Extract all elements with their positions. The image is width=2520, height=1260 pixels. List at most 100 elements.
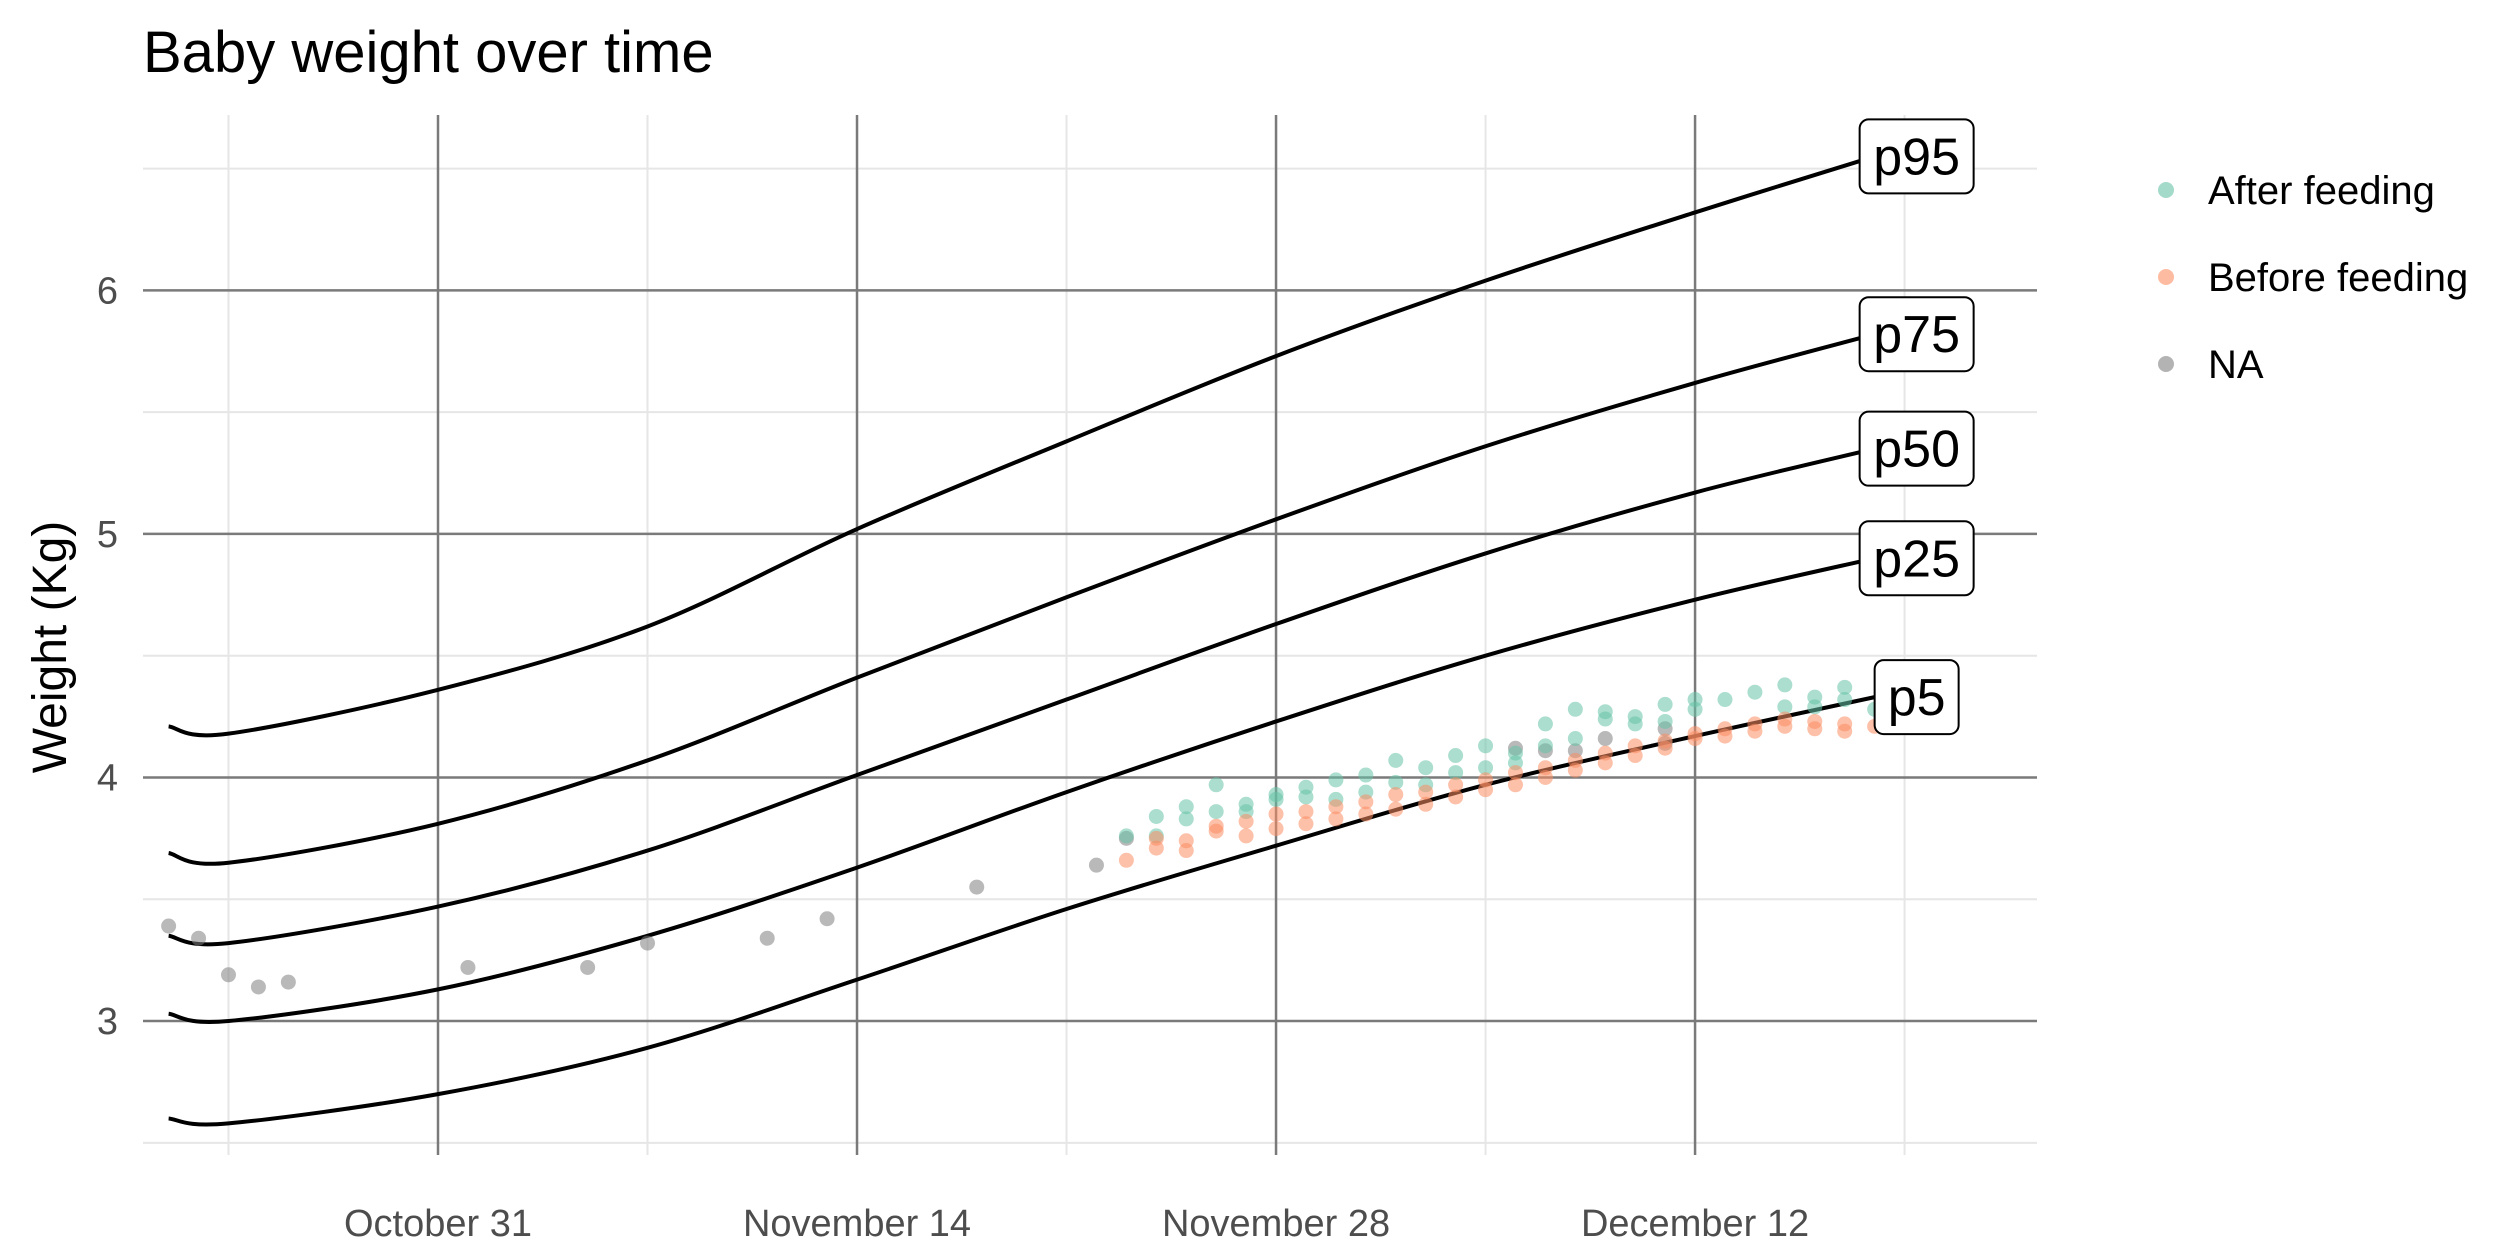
point-before-feeding: [1448, 789, 1464, 805]
point-after-feeding: [1328, 772, 1344, 788]
y-tick-label: 3: [97, 1001, 118, 1043]
point-before-feeding: [1567, 752, 1583, 768]
percentile-curve-p5: [168, 695, 1876, 1127]
legend-key: [2158, 356, 2174, 372]
point-before-feeding: [1448, 777, 1464, 793]
point-after-feeding: [1627, 716, 1643, 732]
point-after-feeding: [1777, 699, 1793, 715]
point-after-feeding: [1448, 765, 1464, 781]
percentile-curve-p25: [168, 556, 1876, 1024]
point-before-feeding: [1388, 787, 1404, 803]
data-points: [161, 677, 1883, 995]
percentile-label-p25: p25: [1873, 530, 1960, 588]
point-before-feeding: [1358, 794, 1374, 810]
point-after-feeding: [1567, 731, 1583, 747]
point-before-feeding: [1418, 796, 1434, 812]
point-after-feeding: [1837, 679, 1853, 695]
point-before-feeding: [1358, 806, 1374, 822]
percentile-curve-p75: [168, 332, 1876, 866]
point-after-feeding: [1478, 760, 1494, 776]
point-after-feeding: [1657, 713, 1673, 729]
legend: After feeding Before feeding NA: [2158, 169, 2468, 387]
point-before-feeding: [1537, 760, 1553, 776]
point-before-feeding: [1777, 711, 1793, 727]
point-after-feeding: [1837, 692, 1853, 708]
point-after-feeding: [1687, 692, 1703, 708]
point-after-feeding: [1208, 804, 1224, 820]
point-na: [969, 879, 985, 895]
point-after-feeding: [1777, 677, 1793, 693]
point-after-feeding: [1118, 828, 1134, 844]
x-tick-label: October 31: [344, 1203, 532, 1245]
y-tick-label: 5: [97, 514, 118, 556]
percentile-label-p5: p5: [1888, 669, 1946, 727]
point-before-feeding: [1238, 813, 1254, 829]
point-after-feeding: [1148, 808, 1164, 824]
point-after-feeding: [1178, 811, 1194, 827]
percentile-curves: [168, 154, 1876, 1127]
percentile-label-box: [1858, 118, 1975, 195]
point-before-feeding: [1507, 777, 1523, 793]
legend-key: [2158, 269, 2174, 285]
point-before-feeding: [1208, 818, 1224, 834]
x-tick-label: November 14: [743, 1203, 971, 1245]
point-after-feeding: [1298, 789, 1314, 805]
point-after-feeding: [1597, 704, 1613, 720]
axis-ticks: October 31 November 14 November 28 December…: [97, 270, 1809, 1245]
point-after-feeding: [1388, 774, 1404, 790]
point-after-feeding: [1388, 752, 1404, 768]
point-after-feeding: [1537, 738, 1553, 754]
percentile-curve-p95: [168, 154, 1876, 738]
point-after-feeding: [1238, 796, 1254, 812]
point-after-feeding: [1448, 748, 1464, 764]
point-na: [460, 959, 476, 975]
point-na: [819, 911, 835, 927]
point-after-feeding: [1478, 738, 1494, 754]
y-tick-label: 6: [97, 270, 118, 312]
chart-title: Baby weight over time: [143, 20, 714, 85]
y-axis-label: Weight (Kg): [24, 521, 77, 774]
point-after-feeding: [1807, 699, 1823, 715]
point-before-feeding: [1507, 765, 1523, 781]
point-before-feeding: [1597, 745, 1613, 761]
point-after-feeding: [1178, 799, 1194, 815]
point-before-feeding: [1148, 830, 1164, 846]
point-before-feeding: [1807, 713, 1823, 729]
point-na: [1088, 857, 1104, 873]
point-before-feeding: [1328, 811, 1344, 827]
point-after-feeding: [1358, 767, 1374, 783]
point-before-feeding: [1478, 772, 1494, 788]
percentile-label-box: [1858, 410, 1975, 487]
point-before-feeding: [1747, 716, 1763, 732]
point-after-feeding: [1657, 696, 1673, 712]
point-before-feeding: [1298, 816, 1314, 832]
point-na: [220, 967, 236, 983]
point-before-feeding: [1178, 843, 1194, 859]
percentile-label-box: [1858, 296, 1975, 373]
point-after-feeding: [1567, 701, 1583, 717]
legend-label: NA: [2208, 343, 2264, 387]
point-after-feeding: [1418, 760, 1434, 776]
x-tick-label: December 12: [1581, 1203, 1809, 1245]
point-after-feeding: [1537, 716, 1553, 732]
point-before-feeding: [1238, 828, 1254, 844]
point-na: [759, 930, 775, 946]
percentile-curve-p50: [168, 446, 1876, 947]
point-before-feeding: [1298, 804, 1314, 820]
y-tick-label: 4: [97, 757, 118, 799]
legend-label: Before feeding: [2208, 256, 2468, 300]
percentile-label-p95: p95: [1873, 128, 1960, 186]
x-tick-label: November 28: [1162, 1203, 1390, 1245]
point-before-feeding: [1717, 721, 1733, 737]
point-na: [580, 959, 596, 975]
percentile-label-box: [1858, 520, 1975, 597]
point-before-feeding: [1687, 726, 1703, 742]
point-na: [640, 935, 656, 951]
point-na: [1597, 731, 1613, 747]
point-after-feeding: [1747, 684, 1763, 700]
point-after-feeding: [1717, 692, 1733, 708]
point-before-feeding: [1627, 738, 1643, 754]
gridlines: [143, 115, 2037, 1155]
point-before-feeding: [1388, 801, 1404, 817]
